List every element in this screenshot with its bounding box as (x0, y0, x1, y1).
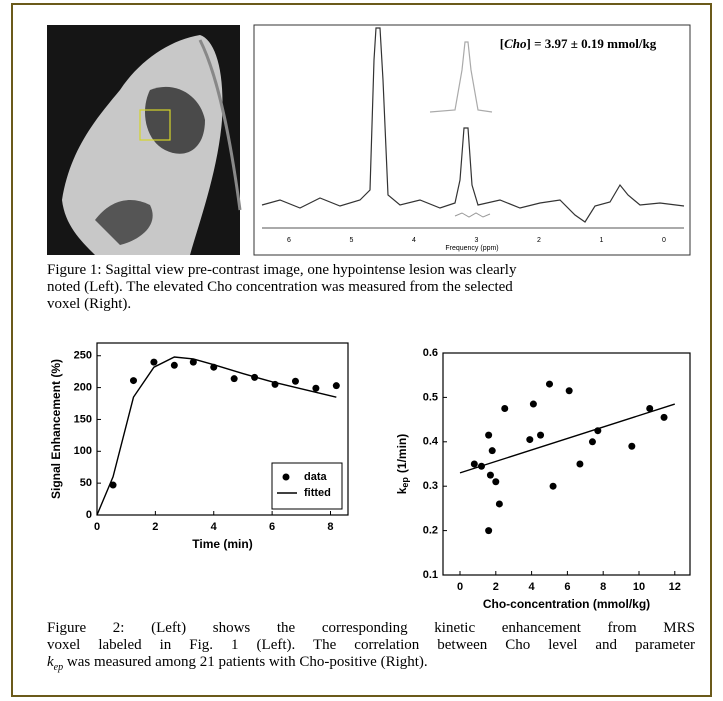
data-point (661, 414, 668, 421)
x-tick-label: 4 (211, 521, 218, 533)
x-tick-label: 6 (564, 581, 570, 593)
frequency-tick-label: 6 (287, 237, 291, 244)
x-axis-title: Cho-concentration (mmol/kg) (483, 597, 650, 611)
y-axis-title-sub: ep (400, 477, 410, 488)
data-point (487, 472, 494, 479)
x-tick-label: 8 (327, 521, 333, 533)
caption-line: kep was measured among 21 patients with … (47, 654, 695, 676)
x-tick-label: 0 (94, 521, 100, 533)
data-point (489, 447, 496, 454)
y-axis-title: Signal Enhancement (%) (49, 359, 63, 499)
caption-subscript: ep (54, 662, 63, 673)
y-tick-label: 0.6 (423, 347, 438, 359)
frequency-label: Frequency (ppm) (445, 245, 498, 252)
data-point (312, 385, 319, 392)
frequency-tick-label: 5 (350, 237, 354, 244)
legend-label: data (304, 471, 328, 483)
x-tick-label: 2 (493, 581, 499, 593)
data-point (628, 443, 635, 450)
caption-symbol: k (47, 654, 54, 670)
data-point (550, 483, 557, 490)
data-point (130, 377, 137, 384)
data-point (576, 461, 583, 468)
data-point (292, 378, 299, 385)
y-axis-title: kep(1/min) (395, 434, 410, 495)
annotation-part: ] = 3.97 ± 0.19 mmol/kg (527, 36, 657, 51)
fit-line (460, 404, 675, 473)
data-point (150, 359, 157, 366)
y-tick-label: 50 (80, 477, 92, 489)
x-tick-label: 8 (600, 581, 606, 593)
frequency-tick-label: 3 (475, 237, 479, 244)
caption-line: noted (Left). The elevated Cho concentra… (47, 279, 695, 296)
caption-line: voxel labeled in Fig. 1 (Left). The corr… (47, 637, 695, 654)
y-tick-label: 0.3 (423, 480, 438, 492)
data-point (492, 478, 499, 485)
figure2-caption: Figure 2: (Left) shows the corresponding… (47, 620, 695, 676)
figure1-caption: Figure 1: Sagittal view pre-contrast ima… (47, 262, 695, 313)
y-tick-label: 0.1 (423, 569, 438, 581)
caption-subscript-text: ep (54, 662, 63, 673)
caption-line: Figure 1: Sagittal view pre-contrast ima… (47, 262, 695, 279)
frequency-tick-label: 1 (600, 237, 604, 244)
x-tick-label: 6 (269, 521, 275, 533)
annotation-part: Cho (504, 36, 527, 51)
x-tick-label: 4 (529, 581, 536, 593)
x-tick-label: 12 (669, 581, 681, 593)
page: [Cho] = 3.97 ± 0.19 mmol/kg Frequency (p… (0, 0, 723, 701)
data-point (471, 461, 478, 468)
frequency-tick-label: 2 (537, 237, 541, 244)
data-point (231, 375, 238, 382)
caption-line: Figure 2: (Left) shows the corresponding… (47, 620, 695, 637)
y-tick-label: 150 (74, 413, 92, 425)
x-axis-title: Time (min) (192, 537, 252, 551)
legend-label: fitted (304, 487, 331, 499)
data-point (589, 438, 596, 445)
y-tick-label: 250 (74, 350, 92, 362)
y-tick-label: 0 (86, 509, 92, 521)
caption-text: was measured among 21 patients with Cho-… (63, 654, 428, 670)
cho-annotation: [Cho] = 3.97 ± 0.19 mmol/kg (500, 36, 657, 51)
y-tick-label: 0.5 (423, 391, 438, 403)
caption-line: voxel (Right). (47, 296, 695, 313)
data-point (566, 387, 573, 394)
data-point (485, 432, 492, 439)
spectrum: [Cho] = 3.97 ± 0.19 mmol/kg Frequency (p… (254, 25, 690, 255)
mri-image (47, 25, 240, 255)
data-point (501, 405, 508, 412)
data-point (333, 382, 340, 389)
data-point (171, 362, 178, 369)
frequency-tick-label: 0 (662, 237, 666, 244)
y-tick-label: 0.4 (423, 436, 439, 448)
x-tick-label: 10 (633, 581, 645, 593)
x-tick-label: 2 (152, 521, 158, 533)
frequency-tick-label: 4 (412, 237, 416, 244)
data-point (537, 432, 544, 439)
x-tick-label: 0 (457, 581, 463, 593)
y-axis-title-part: (1/min) (395, 434, 409, 473)
y-tick-label: 200 (74, 381, 92, 393)
legend-marker (283, 474, 290, 481)
y-tick-label: 100 (74, 445, 92, 457)
data-point (530, 401, 537, 408)
data-point (496, 500, 503, 507)
data-point (526, 436, 533, 443)
figure-canvas: [Cho] = 3.97 ± 0.19 mmol/kg Frequency (p… (0, 0, 723, 701)
data-point (485, 527, 492, 534)
data-point (546, 381, 553, 388)
y-tick-label: 0.2 (423, 525, 438, 537)
